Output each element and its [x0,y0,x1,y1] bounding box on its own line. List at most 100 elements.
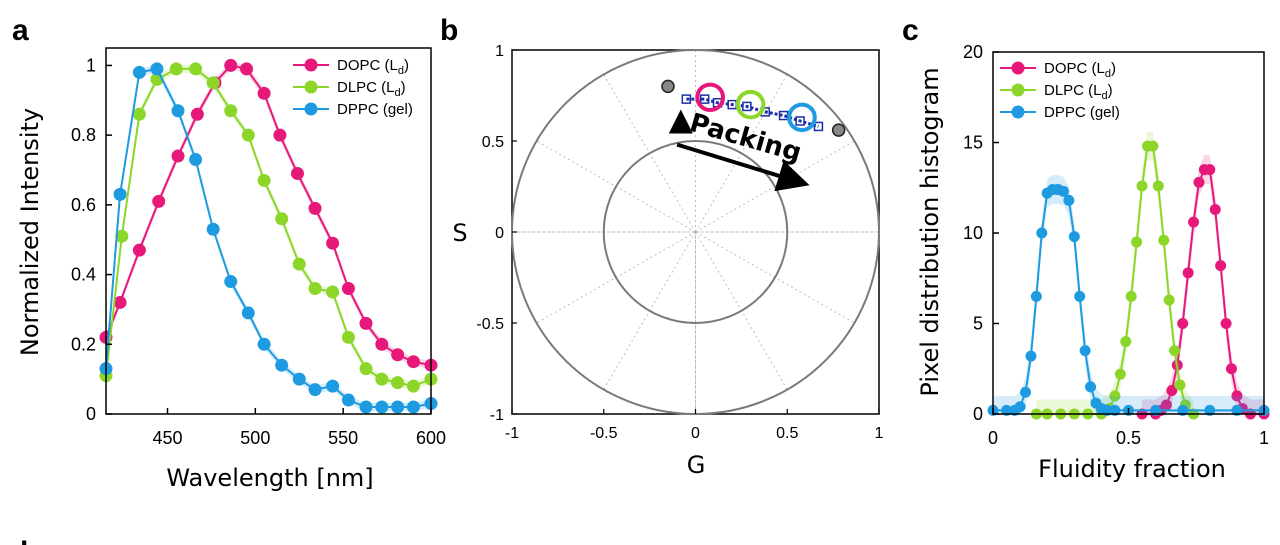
panel-b-ticks: -1 -0.5 0 0.5 1 -1 -0.5 0 0.5 1 [476,43,883,442]
panel-c-point-dppc [1231,404,1243,416]
panel-b-xtick-label: -0.5 [590,425,618,442]
panel-b-xtick-label: 1 [875,425,884,442]
panel-a-point-dlpc [341,330,355,344]
panel-a-point-dopc [290,166,304,180]
panel-c-point-dppc [1079,345,1091,357]
panel-b-endpoint [831,123,846,137]
panel-b-ytick-label: -1 [490,407,504,424]
panel-a-point-dopc [113,295,127,309]
panel-c-point-dppc [1025,350,1037,362]
panel-c-point-dopc [1166,384,1178,396]
panel-a-xtick-label: 600 [416,428,446,448]
panel-a-point-dlpc [391,376,405,390]
panel-a-point-dlpc [406,379,420,393]
panel-a-point-dopc [132,243,146,257]
panel-a-ticks: 450 500 550 600 0 0.2 0.4 0.6 0.8 1 [71,55,446,448]
panel-c-point-dppc [1020,386,1032,398]
panel-a-point-dppc [391,400,405,414]
panel-a-point-dppc [308,383,322,397]
panel-c-plot [987,131,1270,420]
panel-a-point-dppc [275,358,289,372]
panel-c-point-dppc [1036,227,1048,239]
panel-c-ytick-label: 15 [963,133,983,153]
panel-a-point-dlpc [189,62,203,76]
panel-b: b Packing -1 -0.5 0 0.5 1 -1 -0.5 0 0.5 1 G S [440,14,884,479]
panel-a-ytick-label: 1 [86,55,96,75]
panel-c-point-dopc [1215,260,1227,272]
panel-c-legend-marker-dppc [1011,105,1025,119]
panel-c-ytick-label: 5 [973,314,983,334]
panel-c-point-dlpc [1125,290,1137,302]
panel-a-xtick-label: 500 [240,428,270,448]
legend-close-paren: ) [1111,60,1116,77]
panel-a-legend-marker-dopc [304,58,318,72]
panel-c-legend-label-dlpc: DLPC (Ld) [1044,82,1113,102]
panel-c-point-dlpc [1120,336,1132,348]
panel-a-point-dppc [189,153,203,167]
panel-c-point-dopc [1204,164,1216,176]
panel-c-point-dlpc [1158,234,1170,246]
panel-a-point-dopc [152,194,166,208]
panel-a-ytick-label: 0.8 [71,125,96,145]
panel-c-point-dppc [1014,401,1026,413]
panel-c-xtick-label: 0.5 [1116,428,1141,448]
panel-c-xtick-label: 1 [1259,428,1269,448]
legend-close-paren: ) [1108,82,1113,99]
panel-b-ring-dppc [787,102,817,133]
panel-b-ytick-label: 1 [495,43,504,60]
panel-a-point-dopc [391,348,405,362]
legend-subscript: d [398,65,404,77]
legend-subscript: d [395,87,401,99]
panel-a-point-dopc [224,58,238,72]
panel-c-point-dlpc [1114,368,1126,380]
panel-a-point-dppc [132,65,146,79]
panel-a-point-dopc [406,355,420,369]
panel-a-ylabel: Normalized Intensity [16,108,44,356]
panel-a-xtick-label: 550 [328,428,358,448]
panel-a-point-dopc [359,316,373,330]
panel-a-point-dopc [308,201,322,215]
panel-c-point-dopc [1193,176,1205,188]
panel-letter-d: d [10,536,28,545]
panel-c-point-dopc [1225,363,1237,375]
panel-a-point-dppc [257,337,271,351]
panel-a-ytick-label: 0.6 [71,195,96,215]
panel-b-trajectory-point [813,121,824,132]
panel-c-point-dlpc [1174,379,1186,391]
panel-a-point-dlpc [292,257,306,271]
panel-b-ytick-label: 0 [495,225,504,242]
panel-b-packing-arrow [676,142,810,192]
panel-c-point-dopc [1220,318,1232,329]
panel-letter-a: a [12,14,29,47]
panel-c-legend-marker-dopc [1011,61,1025,75]
panel-a-frame [105,47,432,415]
panel-a-point-dppc [359,400,373,414]
panel-a-point-dppc [150,62,164,76]
panel-a-point-dppc [206,222,220,236]
panel-c-point-dppc [1101,404,1113,416]
panel-a-legend: DOPC (Ld)DLPC (Ld) DPPC (gel) [293,57,413,118]
panel-c-xlabel: Fluidity fraction [1038,455,1226,483]
panel-b-trajectory-point [699,94,710,104]
panel-a-point-dopc [326,236,340,250]
panel-c-legend-label-dopc: DOPC (Ld) [1044,60,1116,80]
panel-a-point-dopc [341,282,355,296]
panel-c-point-dppc [1030,290,1042,302]
panel-c-point-dlpc [1147,140,1159,152]
panel-c-point-dppc [1109,404,1121,416]
panel-c-band-dlpc [1036,131,1194,414]
panel-c-point-dlpc [1131,236,1143,248]
legend-subscript: d [1102,90,1108,102]
panel-b-unit-circle [602,140,789,324]
panel-a-point-dlpc [308,282,322,296]
panel-b-xtick-label: -1 [505,425,519,442]
panel-b-ytick-label: 0.5 [482,134,504,151]
panel-a-point-dopc [257,86,271,100]
panel-a-xtick-label: 450 [152,428,182,448]
panel-a-plot [99,58,438,414]
panel-c-point-dlpc [1163,294,1175,306]
panel-a-point-dlpc [115,229,129,243]
panel-a-point-dppc [241,306,255,320]
panel-a-line-dppc [105,67,432,409]
panel-a-legend-marker-dppc [304,102,318,116]
